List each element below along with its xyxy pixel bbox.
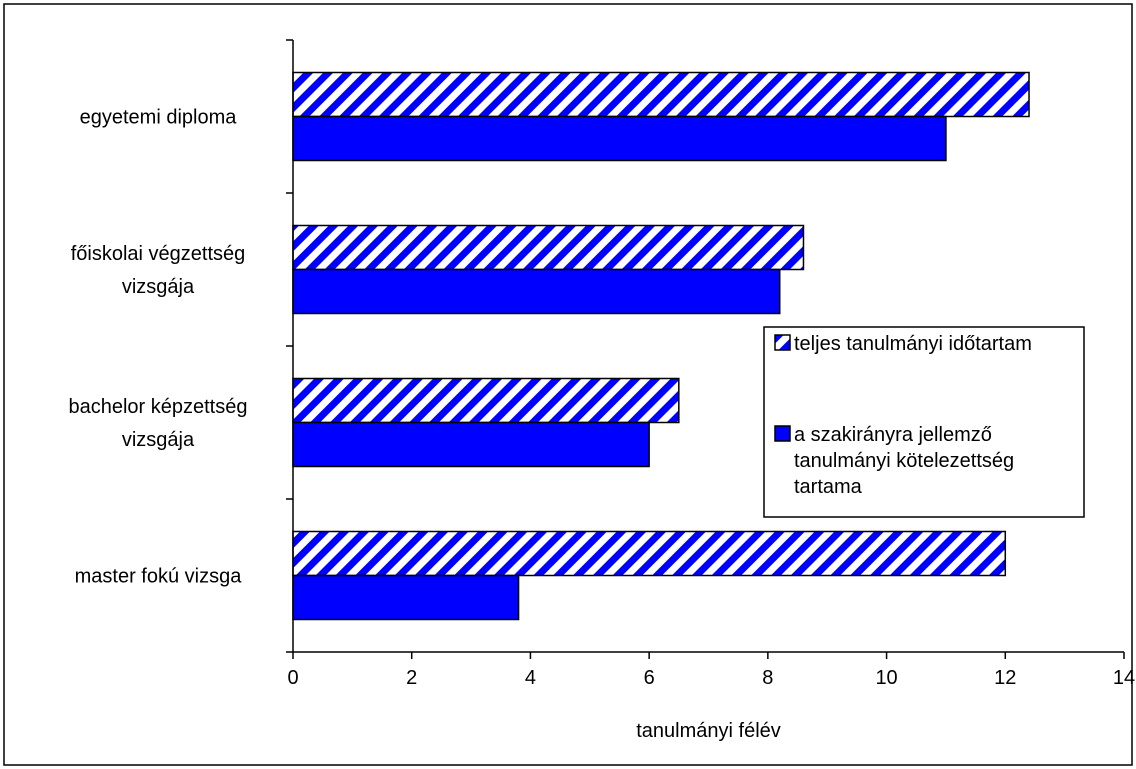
category-label: főiskolai végzettség <box>71 243 246 265</box>
x-tick-label: 4 <box>525 667 536 689</box>
legend-label: teljes tanulmányi időtartam <box>794 333 1032 355</box>
legend-label: tanulmányi kötelezettség <box>794 450 1014 472</box>
bar-series1-cat4 <box>292 530 1007 577</box>
x-tick-label: 10 <box>875 667 897 689</box>
legend-swatch-solid <box>774 425 791 442</box>
legend-box <box>763 326 1085 518</box>
bar-series2-cat3 <box>292 421 650 468</box>
x-tick-label: 0 <box>287 667 298 689</box>
x-tick-label: 12 <box>994 667 1016 689</box>
bar-series2-cat2 <box>292 268 781 315</box>
bar-series1-cat1 <box>292 71 1030 118</box>
bar-series1-cat2 <box>292 224 805 271</box>
x-tick-label: 2 <box>406 667 417 689</box>
legend-label: tartama <box>794 476 863 498</box>
x-tick-label: 8 <box>762 667 773 689</box>
x-axis-title: tanulmányi félév <box>636 720 781 742</box>
bar-series1-cat3 <box>292 377 680 424</box>
category-label: bachelor képzettség <box>68 396 247 418</box>
category-label: vizsgája <box>122 276 195 298</box>
bar-series2-cat1 <box>292 115 947 162</box>
bar-series2-cat4 <box>292 574 520 621</box>
x-tick-label: 14 <box>1113 667 1135 689</box>
category-label: vizsgája <box>122 429 195 451</box>
legend-swatch-hatched <box>774 334 791 351</box>
legend-label: a szakirányra jellemző <box>794 424 992 446</box>
category-label: master fokú vizsga <box>75 566 243 588</box>
x-tick-label: 6 <box>644 667 655 689</box>
category-label: egyetemi diploma <box>80 107 238 129</box>
